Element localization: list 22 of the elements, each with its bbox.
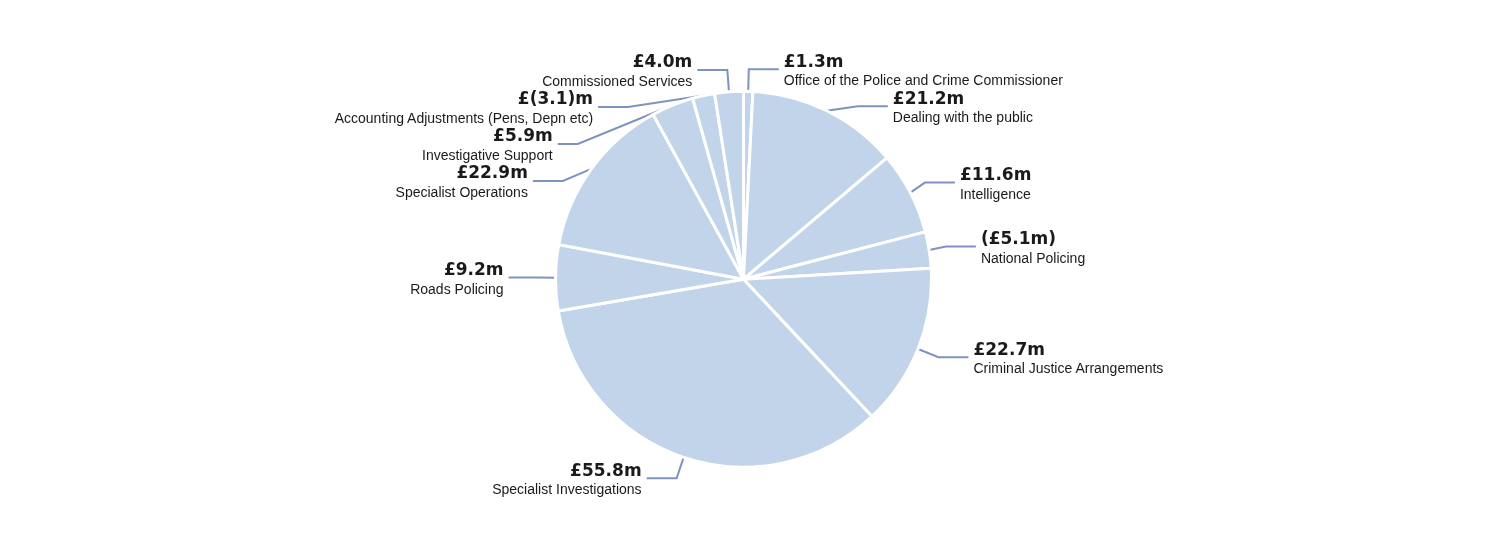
data-label: £1.3m xyxy=(783,50,844,71)
data-label: £9.2m xyxy=(443,259,504,280)
data-label: £5.9m xyxy=(493,125,553,146)
data-label: £11.6m xyxy=(959,164,1032,185)
data-label: £55.8m xyxy=(570,459,642,480)
data-label: £(3.1)m xyxy=(517,88,594,109)
slice-label: National Policing xyxy=(980,249,1086,266)
slice-label: Roads Policing xyxy=(410,280,504,297)
data-label: £22.7m xyxy=(973,338,1045,359)
slice-label: Dealing with the public xyxy=(892,109,1033,126)
data-label: (£5.1m) xyxy=(980,228,1057,249)
data-label: £21.2m xyxy=(892,87,965,108)
data-label: £22.9m xyxy=(456,162,528,183)
slice-label: Specialist Operations xyxy=(395,183,528,200)
slice-label: Investigative Support xyxy=(421,146,553,163)
slice-label: Specialist Investigations xyxy=(492,481,642,498)
slice-label: Commissioned Services xyxy=(542,72,693,89)
slice-label: Office of the Police and Crime Commissioner xyxy=(783,72,1064,89)
data-label: £4.0m xyxy=(632,51,693,72)
slice-label: Intelligence xyxy=(959,185,1031,202)
slice-label: Criminal Justice Arrangements xyxy=(973,360,1164,377)
slice-label: Accounting Adjustments (Pens, Depn etc) xyxy=(334,109,594,126)
